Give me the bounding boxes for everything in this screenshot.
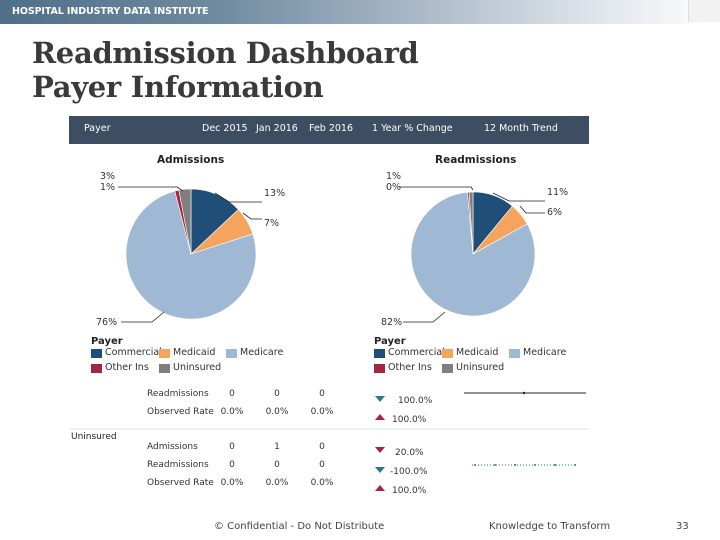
pie-slice-medicare (410, 191, 536, 317)
cell-feb-2016: 0 (319, 389, 325, 399)
pie-leader-lines (118, 186, 545, 323)
pie-slice-medicare (125, 190, 257, 320)
change-value: 100.0% (398, 396, 433, 406)
trend-down-icon (375, 396, 385, 402)
cell-jan-2016: 0.0% (265, 407, 289, 417)
legend-swatch-commercial (374, 349, 385, 358)
pie-slice-uninsured (468, 191, 474, 255)
footer-tagline: Knowledge to Transform (489, 521, 611, 532)
legend-commercial: Commercial (105, 347, 162, 358)
trend-point (522, 391, 526, 395)
legend-uninsured: Uninsured (456, 362, 505, 373)
readmissions-label-medicare: 82% (381, 317, 403, 328)
row-label-admissions: Admissions (147, 442, 198, 452)
cell-dec-2015: 0.0% (220, 478, 244, 488)
cell-dec-2015: 0 (229, 442, 235, 452)
cell-dec-2015: 0.0% (220, 407, 244, 417)
legend-swatch-other-ins (374, 364, 385, 373)
cell-dec-2015: 0 (229, 389, 235, 399)
readmissions-label-other-ins: 0% (386, 182, 402, 193)
legend-other-ins: Other Ins (105, 362, 149, 373)
legend-swatch-other-ins (91, 364, 102, 373)
slide-title: Readmission Dashboard Payer Information (32, 36, 419, 104)
readmissions-pie (410, 191, 536, 317)
brand-logo-text: HOSPITAL INDUSTRY DATA INSTITUTE (12, 6, 209, 17)
header-corner-block (688, 0, 720, 22)
cell-jan-2016: 1 (274, 442, 280, 452)
cell-jan-2016: 0 (274, 389, 280, 399)
trend-down-icon (375, 467, 385, 473)
col-jan-2016: Jan 2016 (256, 123, 298, 134)
col-year-change: 1 Year % Change (372, 123, 453, 134)
admissions-label-uninsured: 3% (100, 171, 116, 182)
cell-feb-2016: 0 (319, 442, 325, 452)
admissions-pie-title: Admissions (157, 154, 225, 166)
readmissions-label-uninsured: 1% (386, 171, 402, 182)
admissions-label-medicaid: 7% (264, 218, 280, 229)
change-value: 100.0% (392, 415, 427, 425)
readmissions-label-commercial: 11% (547, 187, 569, 198)
col-12-month-trend: 12 Month Trend (484, 123, 558, 134)
legend-swatch-uninsured (159, 364, 170, 373)
row-label-readmissions: Readmissions (147, 460, 209, 470)
section-label-uninsured: Uninsured (71, 432, 117, 442)
cell-jan-2016: 0.0% (265, 478, 289, 488)
title-line-2: Payer Information (32, 70, 324, 104)
legend-uninsured: Uninsured (173, 362, 222, 373)
admissions-label-commercial: 13% (264, 188, 286, 199)
header-bar: HOSPITAL INDUSTRY DATA INSTITUTE (0, 0, 720, 24)
admissions-pie (125, 188, 257, 320)
row-label-readmissions: Readmissions (147, 389, 209, 399)
admissions-legend-title: Payer (91, 336, 123, 347)
cell-jan-2016: 0 (274, 460, 280, 470)
page-number: 33 (676, 521, 689, 532)
legend-commercial: Commercial (388, 347, 445, 358)
trend-up-icon (375, 414, 385, 420)
legend-medicaid: Medicaid (173, 347, 216, 358)
row-label-observed-rate: Observed Rate (147, 478, 214, 488)
cell-dec-2015: 0 (229, 460, 235, 470)
legend-swatch-uninsured (442, 364, 453, 373)
col-feb-2016: Feb 2016 (309, 123, 354, 134)
pie-charts-canvas (69, 186, 589, 466)
cell-feb-2016: 0.0% (310, 407, 334, 417)
trend-down-icon (375, 447, 385, 453)
legend-swatch-commercial (91, 349, 102, 358)
cell-feb-2016: 0 (319, 460, 325, 470)
change-value: -100.0% (390, 467, 428, 477)
legend-swatch-medicaid (159, 349, 170, 358)
legend-swatch-medicare (226, 349, 237, 358)
readmissions-pie-title: Readmissions (435, 154, 517, 166)
footer-confidential: © Confidential - Do Not Distribute (214, 521, 385, 532)
readmissions-label-medicaid: 6% (547, 207, 563, 218)
col-payer: Payer (84, 123, 111, 134)
title-line-1: Readmission Dashboard (32, 36, 419, 70)
trend-up-icon (375, 485, 385, 491)
legend-medicaid: Medicaid (456, 347, 499, 358)
change-value: 20.0% (395, 448, 424, 458)
col-dec-2015: Dec 2015 (202, 123, 248, 134)
admissions-label-medicare: 76% (96, 317, 118, 328)
legend-swatch-medicare (509, 349, 520, 358)
change-value: 100.0% (392, 486, 427, 496)
cell-feb-2016: 0.0% (310, 478, 334, 488)
legend-medicare: Medicare (523, 347, 567, 358)
admissions-label-other-ins: 1% (100, 182, 116, 193)
row-label-observed-rate: Observed Rate (147, 407, 214, 417)
legend-swatch-medicaid (442, 349, 453, 358)
dashboard-panel: Payer Dec 2015 Jan 2016 Feb 2016 1 Year … (69, 116, 589, 503)
pie-slice-uninsured (178, 188, 192, 255)
readmissions-legend-title: Payer (374, 336, 406, 347)
legend-other-ins: Other Ins (388, 362, 432, 373)
panel-header: Payer Dec 2015 Jan 2016 Feb 2016 1 Year … (69, 116, 589, 144)
legend-medicare: Medicare (240, 347, 284, 358)
